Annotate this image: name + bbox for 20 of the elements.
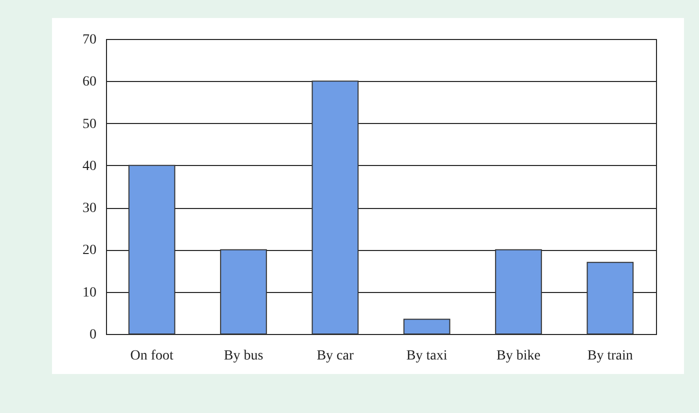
bar — [586, 262, 634, 334]
y-tick-label: 0 — [90, 328, 96, 342]
x-tick-label: By bus — [224, 348, 264, 364]
y-tick-label: 60 — [82, 74, 96, 90]
y-tick-label: 70 — [82, 32, 96, 48]
x-tick-label: By train — [587, 348, 633, 364]
x-tick-label: By car — [316, 348, 354, 364]
bar — [495, 249, 542, 334]
y-tick-label: 10 — [82, 285, 96, 300]
bar — [220, 249, 267, 334]
y-tick-label: 50 — [82, 116, 96, 132]
x-tick-label: By taxi — [406, 348, 448, 364]
bar — [312, 80, 359, 334]
bar — [403, 318, 450, 334]
x-tick-label: By bike — [496, 348, 540, 364]
y-tick-label: 30 — [82, 201, 96, 216]
y-tick-label: 40 — [82, 158, 96, 174]
x-tick-label: On foot — [130, 348, 174, 364]
y-tick-label: 20 — [82, 243, 96, 258]
bar — [128, 164, 176, 334]
